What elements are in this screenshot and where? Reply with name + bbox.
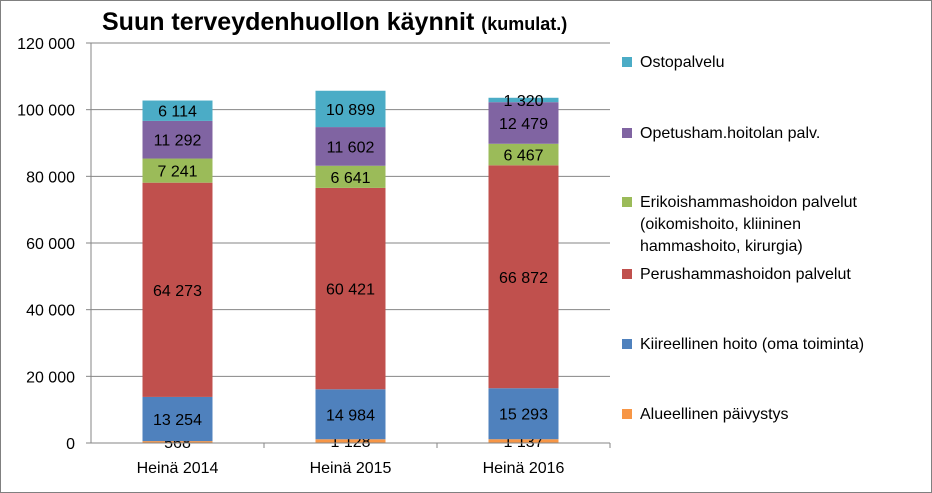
legend-item: Kiireellinen hoito (oma toiminta): [622, 334, 864, 356]
chart-title: Suun terveydenhuollon käynnit (kumulat.): [102, 8, 567, 37]
y-tick-label: 100 000: [17, 103, 75, 120]
data-label: 15 293: [499, 407, 548, 424]
bar-segment: [142, 120, 213, 159]
legend-item: Alueellinen päivystys: [622, 404, 789, 426]
chart-title-main: Suun terveydenhuollon käynnit: [102, 8, 475, 36]
legend-label: Erikoishammashoidon palvelut (oikomishoi…: [640, 194, 857, 255]
y-tick-label: 20 000: [26, 369, 75, 386]
bar-segment: [315, 439, 386, 443]
data-label: 60 421: [326, 282, 375, 299]
data-label: 6 641: [330, 170, 370, 187]
bar-segment: [488, 439, 559, 443]
x-tick-label: Heinä 2014: [137, 460, 219, 477]
bar-segment: [315, 90, 386, 128]
legend-item: Perushammashoidon palvelut: [622, 264, 851, 286]
data-label: 14 984: [326, 407, 375, 424]
bar-segment: [488, 102, 559, 144]
y-tick-label: 120 000: [17, 36, 75, 53]
data-label: 11 602: [327, 139, 375, 156]
bar-segment: [315, 187, 386, 390]
bar-segment: [315, 165, 386, 188]
bar-segment: [488, 97, 559, 103]
data-label: 13 254: [153, 412, 202, 429]
legend-label: Perushammashoidon palvelut: [640, 266, 851, 283]
legend-label: Kiireellinen hoito (oma toiminta): [640, 336, 865, 353]
data-label: 6 114: [158, 104, 197, 121]
legend-item: Erikoishammashoidon palvelut (oikomishoi…: [622, 192, 857, 258]
bar-segment: [315, 127, 386, 166]
bar-segment: [488, 388, 559, 440]
y-tick-label: 0: [66, 436, 75, 453]
legend-label: Ostopalvelu: [640, 54, 725, 71]
bar-segment: [142, 182, 213, 397]
data-label: 11 292: [154, 133, 202, 150]
legend-swatch: [622, 197, 632, 207]
legend-swatch: [622, 57, 632, 67]
chart-legend: Ostopalvelu Opetusham.hoitolan palv. Eriko…: [622, 0, 922, 493]
bar-segment: [142, 158, 213, 183]
bar-segment: [142, 441, 213, 443]
legend-swatch: [622, 339, 632, 349]
legend-swatch: [622, 409, 632, 419]
bar-segment: [488, 143, 559, 166]
x-tick-label: Heinä 2016: [483, 460, 565, 477]
y-tick-label: 60 000: [26, 236, 75, 253]
bar-segment: [142, 396, 213, 442]
legend-swatch: [622, 128, 632, 138]
data-label: 66 872: [499, 270, 548, 287]
legend-item: Opetusham.hoitolan palv.: [622, 123, 820, 145]
y-tick-label: 40 000: [26, 303, 75, 320]
legend-item: Ostopalvelu: [622, 52, 725, 74]
legend-swatch: [622, 269, 632, 279]
data-label: 7 241: [157, 164, 197, 181]
data-label: 10 899: [326, 102, 375, 119]
data-label: 6 467: [503, 148, 543, 165]
data-label: 64 273: [153, 283, 202, 300]
data-label: 12 479: [499, 116, 548, 133]
bar-segment: [315, 389, 386, 440]
legend-label: Alueellinen päivystys: [640, 406, 789, 423]
data-label: 1 320: [503, 93, 543, 110]
y-tick-label: 80 000: [26, 169, 75, 186]
chart-title-suffix: (kumulat.): [481, 14, 568, 34]
legend-label: Opetusham.hoitolan palv.: [640, 125, 821, 142]
x-tick-label: Heinä 2015: [310, 460, 392, 477]
bar-segment: [488, 165, 559, 389]
bar-segment: [142, 100, 213, 121]
